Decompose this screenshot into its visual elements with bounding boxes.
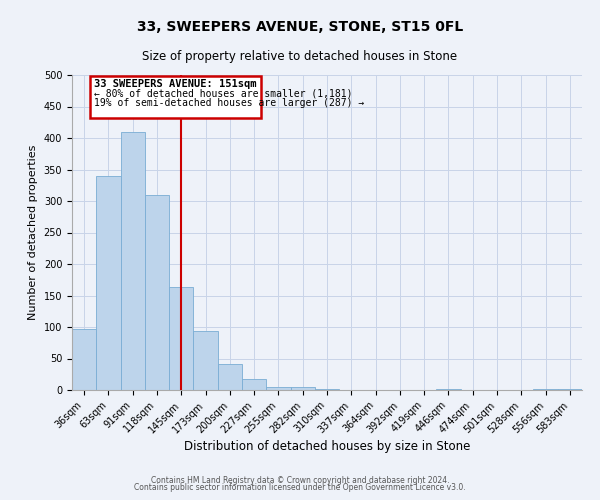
X-axis label: Distribution of detached houses by size in Stone: Distribution of detached houses by size … bbox=[184, 440, 470, 454]
Bar bbox=[169, 288, 193, 390]
FancyBboxPatch shape bbox=[90, 76, 262, 118]
Bar bbox=[266, 387, 290, 390]
Bar bbox=[145, 194, 169, 390]
Bar bbox=[290, 387, 315, 390]
Bar bbox=[533, 388, 558, 390]
Bar bbox=[315, 388, 339, 390]
Bar bbox=[558, 388, 582, 390]
Text: 33 SWEEPERS AVENUE: 151sqm: 33 SWEEPERS AVENUE: 151sqm bbox=[94, 80, 256, 90]
Text: ← 80% of detached houses are smaller (1,181): ← 80% of detached houses are smaller (1,… bbox=[94, 89, 352, 99]
Bar bbox=[436, 388, 461, 390]
Bar bbox=[218, 364, 242, 390]
Text: 33, SWEEPERS AVENUE, STONE, ST15 0FL: 33, SWEEPERS AVENUE, STONE, ST15 0FL bbox=[137, 20, 463, 34]
Bar bbox=[193, 332, 218, 390]
Bar bbox=[121, 132, 145, 390]
Y-axis label: Number of detached properties: Number of detached properties bbox=[28, 145, 38, 320]
Text: Contains HM Land Registry data © Crown copyright and database right 2024.: Contains HM Land Registry data © Crown c… bbox=[151, 476, 449, 485]
Bar bbox=[72, 329, 96, 390]
Text: 19% of semi-detached houses are larger (287) →: 19% of semi-detached houses are larger (… bbox=[94, 98, 364, 108]
Bar bbox=[242, 378, 266, 390]
Bar bbox=[96, 176, 121, 390]
Text: Size of property relative to detached houses in Stone: Size of property relative to detached ho… bbox=[142, 50, 458, 63]
Text: Contains public sector information licensed under the Open Government Licence v3: Contains public sector information licen… bbox=[134, 484, 466, 492]
